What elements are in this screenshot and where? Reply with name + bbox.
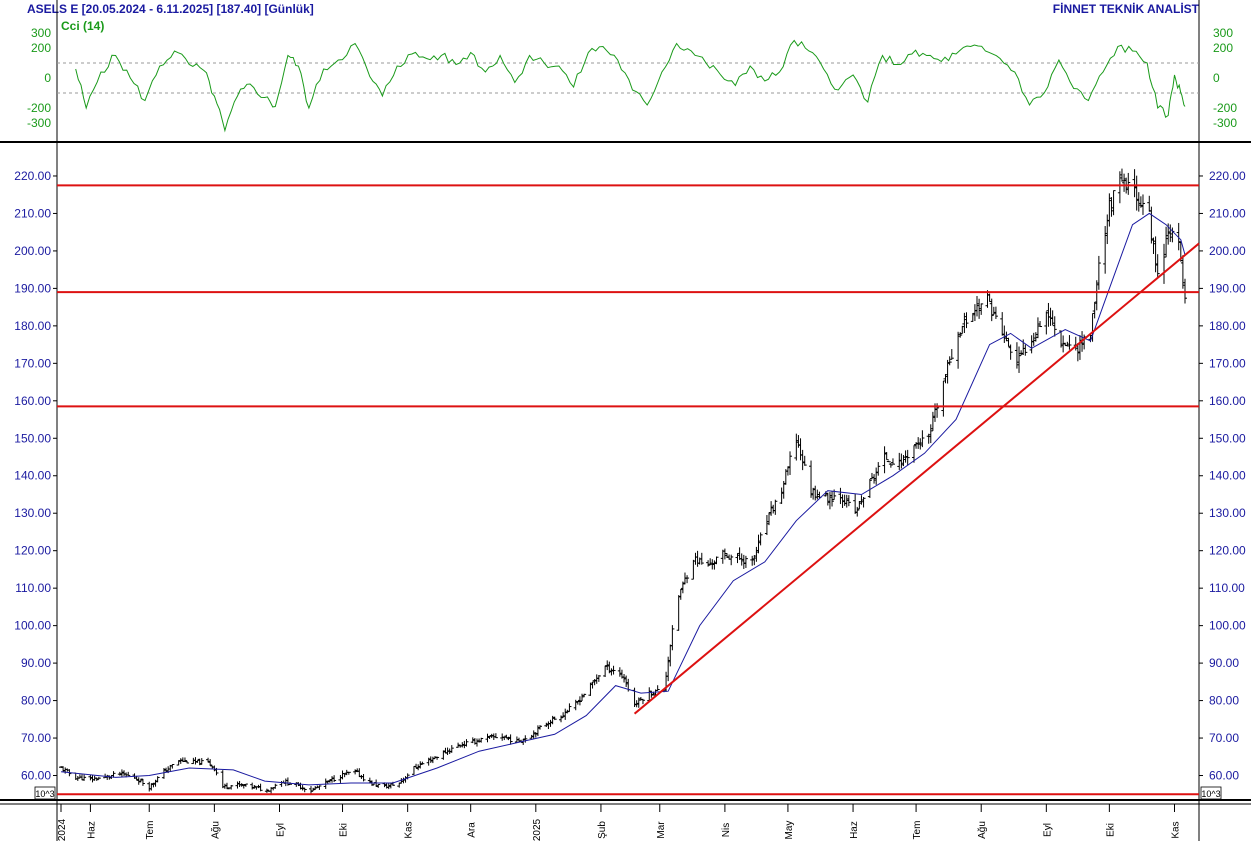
moving-average-line bbox=[60, 212, 1186, 786]
price-ytick-left: 130.00 bbox=[14, 506, 51, 520]
cci-ytick-left: -300 bbox=[27, 116, 51, 130]
xtick-label: Nis bbox=[721, 823, 732, 837]
price-ytick-right: 170.00 bbox=[1209, 356, 1246, 370]
xtick-label: Ağu bbox=[977, 821, 988, 839]
xtick-label: Ağu bbox=[210, 821, 221, 839]
price-ytick-right: 70.00 bbox=[1209, 731, 1239, 745]
cci-ytick-left: 200 bbox=[31, 41, 51, 55]
price-ytick-left: 100.00 bbox=[14, 619, 51, 633]
cci-ytick-left: 0 bbox=[44, 71, 51, 85]
xtick-label: Haz bbox=[86, 821, 97, 839]
vendor-label: FİNNET TEKNİK ANALİST bbox=[1052, 2, 1199, 16]
xtick-label: Eyl bbox=[1042, 823, 1053, 837]
scale-marker-left: 10^3 bbox=[35, 789, 54, 799]
scale-marker-right-box bbox=[1200, 786, 1222, 800]
cci-ytick-right: 0 bbox=[1213, 71, 1220, 85]
price-ytick-right: 200.00 bbox=[1209, 244, 1246, 258]
price-ytick-right: 110.00 bbox=[1209, 581, 1245, 595]
xtick-label: Tem bbox=[912, 821, 923, 840]
cci-ytick-left: -200 bbox=[27, 101, 51, 115]
price-ytick-right: 160.00 bbox=[1209, 394, 1246, 408]
price-ytick-left: 90.00 bbox=[21, 656, 51, 670]
price-ytick-right: 140.00 bbox=[1209, 469, 1246, 483]
scale-marker-right: 10^3 bbox=[1201, 789, 1220, 799]
xtick-label: 2025 bbox=[532, 818, 543, 841]
price-ytick-left: 210.00 bbox=[14, 206, 51, 220]
cci-title: Cci (14) bbox=[61, 19, 104, 33]
price-ytick-left: 80.00 bbox=[21, 694, 51, 708]
price-ytick-left: 150.00 bbox=[14, 431, 51, 445]
price-ytick-left: 140.00 bbox=[14, 469, 51, 483]
trendline bbox=[633, 242, 1200, 715]
price-ytick-right: 90.00 bbox=[1209, 656, 1239, 670]
price-ytick-right: 60.00 bbox=[1209, 769, 1239, 783]
xtick-label: Kas bbox=[404, 821, 415, 838]
price-ytick-left: 60.00 bbox=[21, 769, 51, 783]
xtick-label: 2024 bbox=[57, 818, 68, 841]
price-ytick-right: 150.00 bbox=[1209, 431, 1246, 445]
price-ytick-left: 200.00 bbox=[14, 244, 51, 258]
xtick-label: Eyl bbox=[275, 823, 286, 837]
price-ytick-right: 210.00 bbox=[1209, 206, 1246, 220]
xtick-label: Mar bbox=[656, 821, 667, 839]
xtick-label: Ara bbox=[467, 822, 478, 838]
price-ytick-left: 220.00 bbox=[14, 169, 51, 183]
xtick-label: Haz bbox=[849, 821, 860, 839]
price-ytick-left: 170.00 bbox=[14, 356, 51, 370]
price-ytick-left: 160.00 bbox=[14, 394, 51, 408]
xtick-label: Kas bbox=[1170, 821, 1181, 838]
price-ytick-left: 110.00 bbox=[15, 581, 51, 595]
cci-ytick-right: -200 bbox=[1213, 101, 1237, 115]
xtick-label: Şub bbox=[597, 821, 608, 839]
price-ytick-right: 120.00 bbox=[1209, 544, 1246, 558]
price-ytick-left: 180.00 bbox=[14, 319, 51, 333]
price-ytick-right: 180.00 bbox=[1209, 319, 1246, 333]
price-ytick-right: 130.00 bbox=[1209, 506, 1246, 520]
cci-ytick-right: 300 bbox=[1213, 26, 1233, 40]
scale-marker-left-box bbox=[34, 786, 56, 800]
cci-ytick-right: -300 bbox=[1213, 116, 1237, 130]
price-ytick-right: 190.00 bbox=[1209, 281, 1246, 295]
price-ytick-right: 80.00 bbox=[1209, 694, 1239, 708]
price-ytick-right: 220.00 bbox=[1209, 169, 1246, 183]
chart-title: ASELS E [20.05.2024 - 6.11.2025] [187.40… bbox=[27, 2, 314, 16]
cci-ytick-left: 300 bbox=[31, 26, 51, 40]
cci-line bbox=[75, 39, 1186, 133]
xtick-label: Tem bbox=[145, 821, 156, 840]
price-ytick-left: 70.00 bbox=[21, 731, 51, 745]
xtick-label: Eki bbox=[1105, 823, 1116, 837]
price-ytick-left: 190.00 bbox=[14, 281, 51, 295]
price-ytick-left: 120.00 bbox=[14, 544, 51, 558]
cci-ytick-right: 200 bbox=[1213, 41, 1233, 55]
price-ytick-right: 100.00 bbox=[1209, 619, 1246, 633]
xtick-label: Eki bbox=[339, 823, 350, 837]
xtick-label: May bbox=[784, 821, 795, 840]
